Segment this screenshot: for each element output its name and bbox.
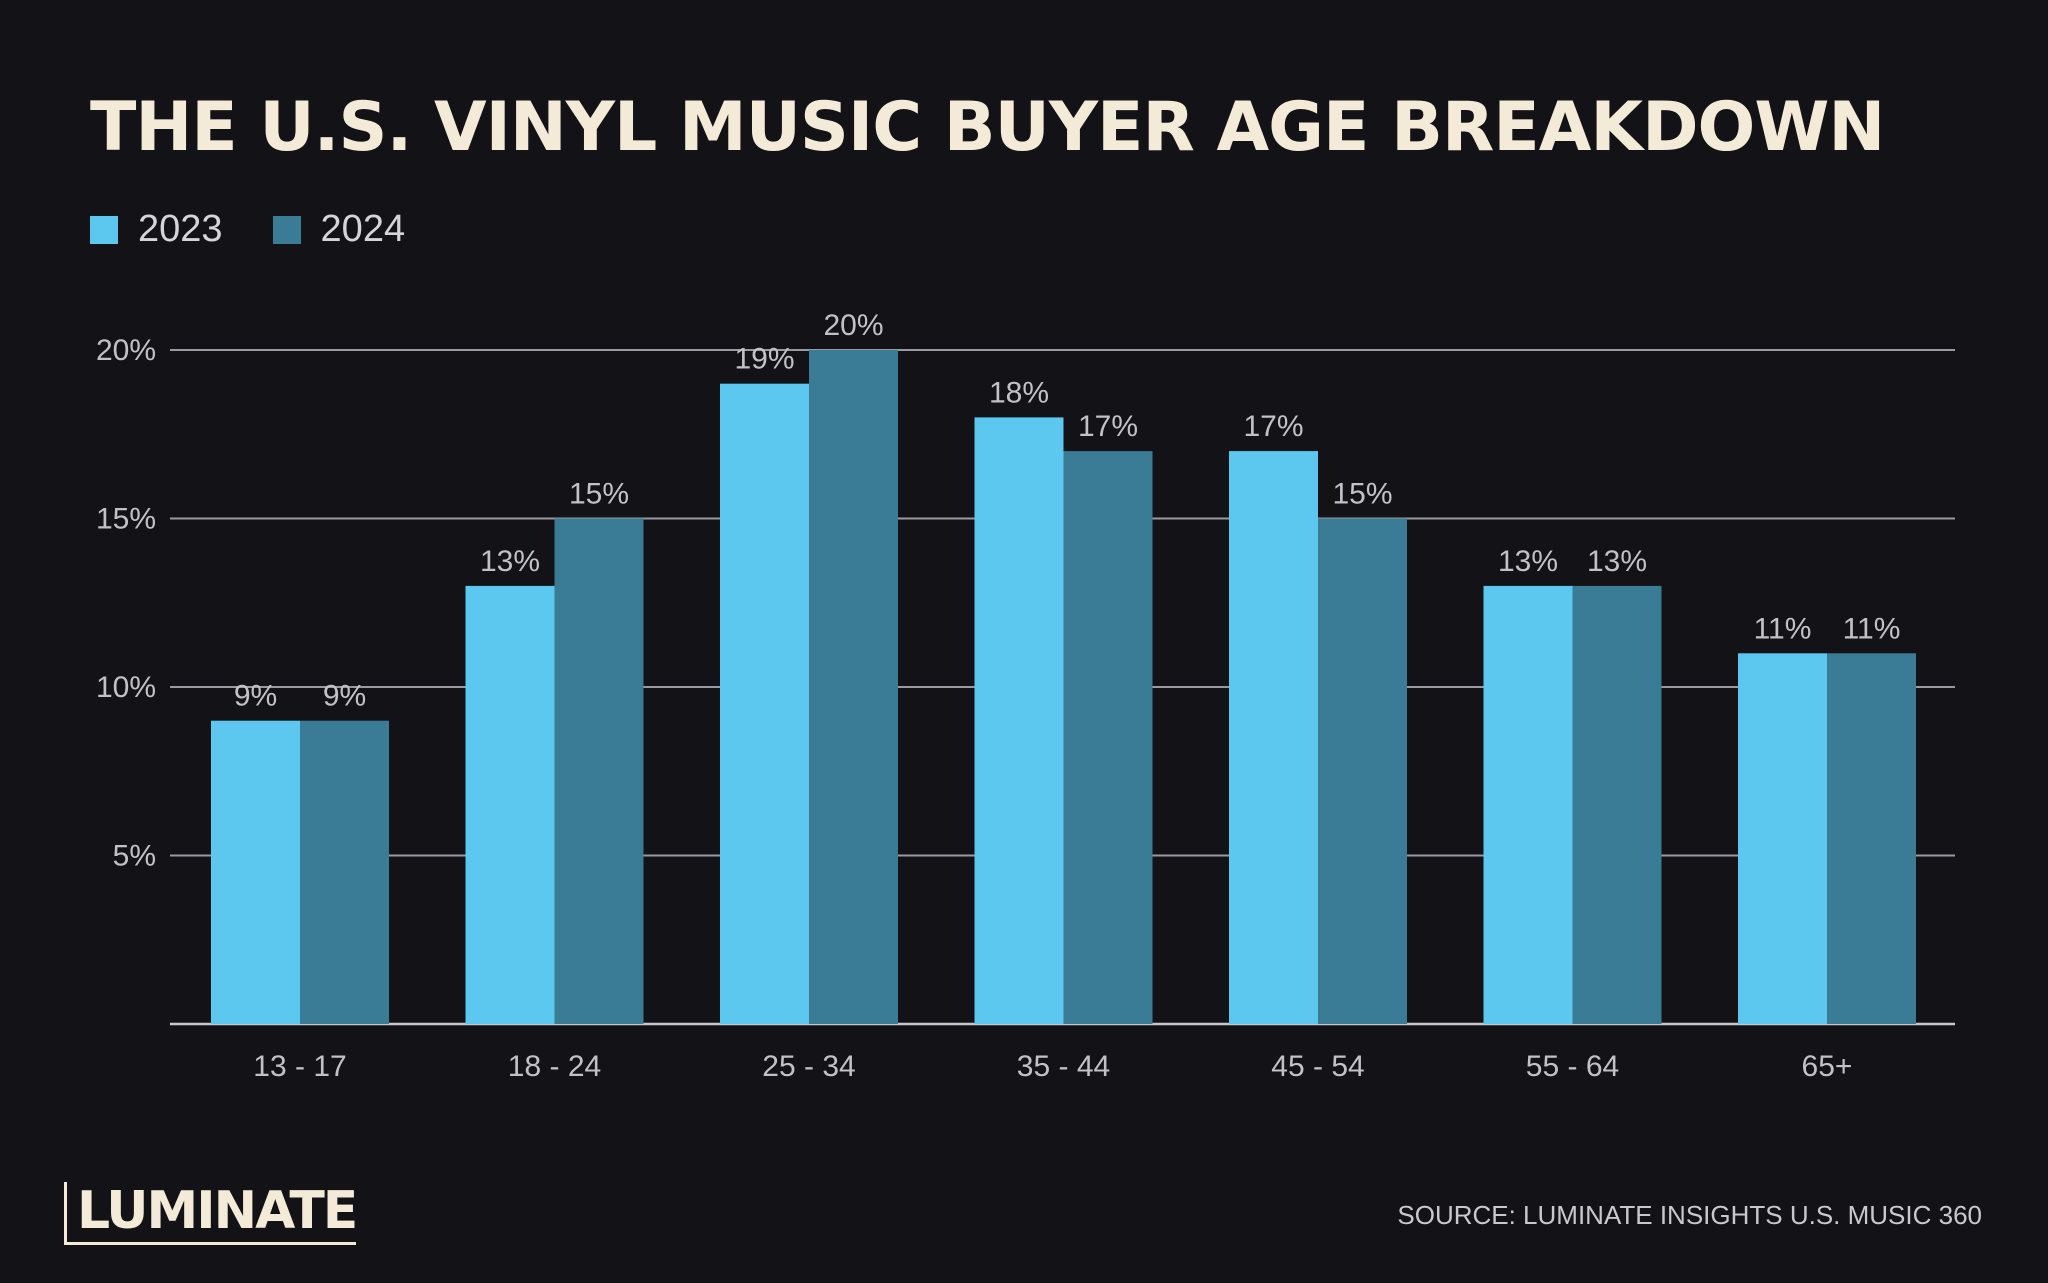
bar-value-label: 9% xyxy=(234,680,277,713)
bar-2023-35-44 xyxy=(974,417,1064,1024)
bar-value-label: 13% xyxy=(1587,545,1647,578)
bar-2024-45-54 xyxy=(1318,518,1407,1024)
bar-value-label: 11% xyxy=(1843,612,1901,645)
bar-value-label: 18% xyxy=(989,376,1049,409)
bar-2024-55-64 xyxy=(1572,585,1662,1024)
bar-value-label: 13% xyxy=(1498,545,1558,578)
y-tick-label: 10% xyxy=(96,671,156,704)
bar-value-label: 15% xyxy=(1332,478,1392,511)
legend-item-2024: 2024 xyxy=(272,208,406,251)
x-tick-label: 55 - 64 xyxy=(1526,1050,1619,1083)
legend-swatch-2024 xyxy=(272,215,301,244)
bar-value-label: 9% xyxy=(323,680,366,713)
bar-2023-45-54 xyxy=(1229,451,1318,1025)
x-tick-label: 13 - 17 xyxy=(253,1050,346,1083)
y-tick-label: 20% xyxy=(96,334,156,367)
chart-title: THE U.S. VINYL MUSIC BUYER AGE BREAKDOWN xyxy=(90,88,1885,167)
bar-value-label: 13% xyxy=(480,545,540,578)
legend-item-2023: 2023 xyxy=(90,208,223,251)
bar-2023-65plus xyxy=(1738,653,1827,1024)
bar-value-label: 11% xyxy=(1754,612,1812,645)
bar-2023-55-64 xyxy=(1483,585,1573,1024)
legend-swatch-2023 xyxy=(90,215,118,244)
x-tick-label: 25 - 34 xyxy=(762,1050,855,1083)
label-layer: 5% 10% 15% 20% 9% 9% 13 - 17 13% 15% 18 - 24 19% 20… xyxy=(96,309,1900,1083)
x-tick-label: 18 - 24 xyxy=(508,1050,601,1083)
legend-label-2024: 2024 xyxy=(320,208,406,250)
y-tick-label: 5% xyxy=(113,840,156,873)
bar-2024-65plus xyxy=(1827,653,1916,1024)
bar-layer xyxy=(211,350,1916,1025)
y-tick-label: 15% xyxy=(96,503,156,536)
bar-2023-13-17 xyxy=(211,720,300,1024)
bar-2024-18-24 xyxy=(554,518,644,1024)
bar-value-label: 17% xyxy=(1243,410,1303,443)
bar-2024-13-17 xyxy=(300,720,389,1024)
x-tick-label: 45 - 54 xyxy=(1271,1050,1364,1083)
source-note: SOURCE: LUMINATE INSIGHTS U.S. MUSIC 360 xyxy=(1397,1200,1982,1230)
bar-2024-35-44 xyxy=(1063,451,1153,1025)
bar-value-label: 15% xyxy=(569,478,629,511)
legend-label-2023: 2023 xyxy=(138,208,223,250)
bar-value-label: 20% xyxy=(823,309,883,342)
luminate-logo: LUMINATE xyxy=(64,1182,358,1245)
x-tick-label: 35 - 44 xyxy=(1017,1050,1110,1083)
bar-2023-18-24 xyxy=(465,585,555,1024)
bar-2023-25-34 xyxy=(720,383,809,1024)
bar-2024-25-34 xyxy=(809,350,898,1024)
bar-value-label: 19% xyxy=(734,343,794,376)
bar-value-label: 17% xyxy=(1078,410,1138,443)
legend: 2023 2024 xyxy=(90,208,455,251)
x-tick-label: 65+ xyxy=(1802,1050,1853,1083)
